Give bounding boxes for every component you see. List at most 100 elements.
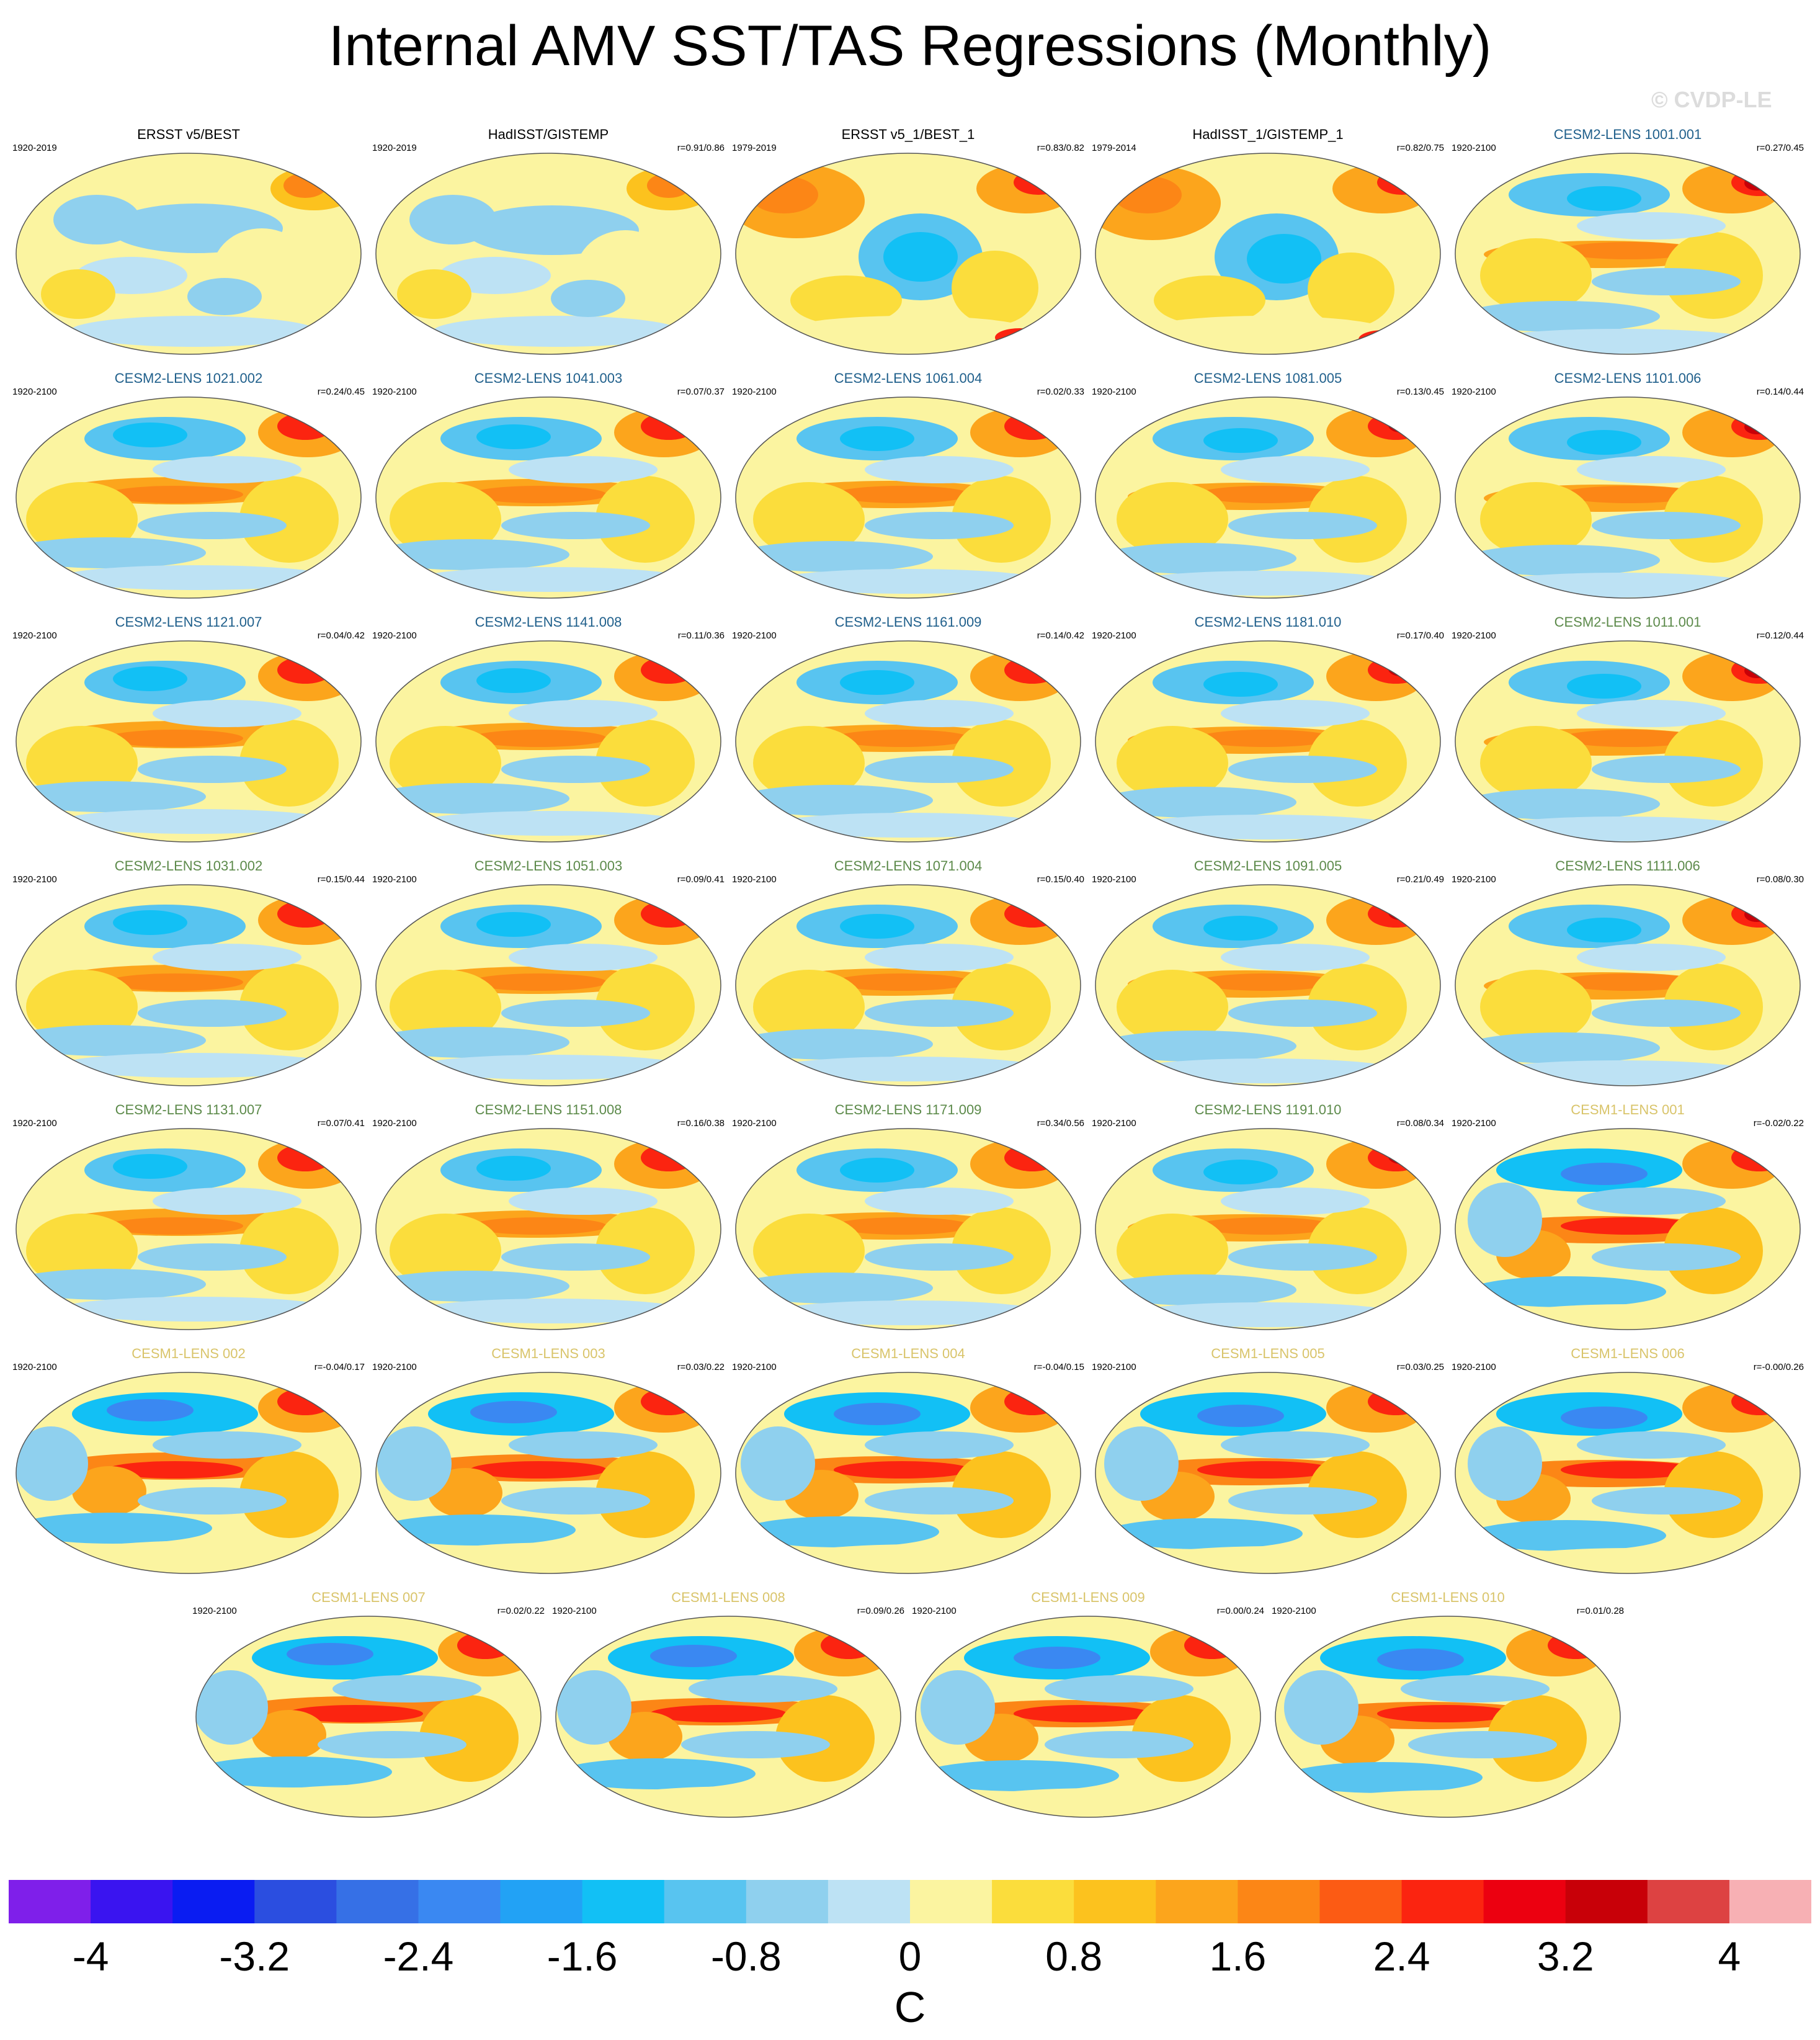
anomaly-blob	[1592, 756, 1741, 783]
anomaly-blob	[1484, 329, 1757, 354]
anomaly-blob	[1014, 1647, 1100, 1669]
map-panel: CESM2-LENS 1011.001 1920-2100 r=0.12/0.44	[1448, 612, 1808, 855]
panel-period: 1920-2100	[732, 387, 777, 397]
anomaly-blob	[1468, 1426, 1542, 1501]
map-border	[16, 640, 362, 843]
anomaly-blob	[287, 1705, 423, 1722]
regression-map	[195, 1616, 542, 1818]
map-border	[375, 884, 721, 1086]
panel-pattern-correlation: r=-0.02/0.22	[1753, 1118, 1804, 1129]
anomaly-blob	[416, 567, 689, 592]
regression-map	[1455, 1128, 1801, 1330]
anomaly-blob	[1221, 1188, 1370, 1215]
anomaly-blob	[921, 1760, 1119, 1791]
panel-period: 1920-2100	[372, 630, 417, 641]
anomaly-blob	[1377, 1649, 1464, 1671]
anomaly-blob	[138, 1000, 287, 1027]
anomaly-blob	[509, 700, 658, 727]
anomaly-blob	[1098, 1031, 1296, 1062]
panel-title: CESM1-LENS 004	[851, 1346, 965, 1361]
anomaly-blob	[921, 1670, 995, 1745]
anomaly-blob	[434, 1542, 695, 1567]
anomaly-blob	[1368, 1144, 1424, 1171]
anomaly-blob	[1731, 656, 1787, 684]
panel-period: 1920-2100	[12, 874, 57, 885]
panel-title: CESM1-LENS 007	[311, 1590, 426, 1605]
anomaly-blob	[772, 813, 1045, 838]
anomaly-blob	[416, 1055, 689, 1080]
panel-pattern-correlation: r=0.27/0.45	[1756, 143, 1804, 153]
map-panel: CESM1-LENS 007 1920-2100 r=0.02/0.22	[189, 1587, 548, 1830]
anomaly-blob	[1004, 1144, 1060, 1171]
anomaly-blob	[153, 700, 301, 727]
anomaly-blob	[470, 973, 607, 991]
map-panel: CESM2-LENS 1041.003 1920-2100 r=0.07/0.37	[368, 368, 728, 611]
panel-pattern-correlation: r=0.12/0.44	[1756, 630, 1804, 641]
anomaly-blob	[397, 269, 471, 319]
regression-map	[735, 884, 1081, 1086]
anomaly-blob	[1744, 663, 1769, 678]
regression-map	[375, 153, 721, 355]
map-panel: CESM2-LENS 1031.002 1920-2100 r=0.15/0.44	[9, 856, 368, 1099]
panel-period: 1920-2100	[12, 387, 57, 397]
anomaly-blob	[741, 1516, 939, 1547]
anomaly-blob	[69, 316, 318, 347]
anomaly-blob	[677, 170, 700, 185]
panel-title: CESM2-LENS 1011.001	[1554, 614, 1702, 630]
anomaly-blob	[16, 537, 206, 568]
panel-period: 1920-2100	[192, 1606, 237, 1616]
anomaly-blob	[1682, 1383, 1782, 1433]
map-border	[16, 396, 362, 599]
anomaly-blob	[1480, 238, 1592, 313]
anomaly-blob	[772, 1057, 1045, 1081]
panel-period: 1920-2019	[372, 143, 417, 153]
anomaly-blob	[509, 1431, 658, 1459]
regression-map	[735, 1128, 1081, 1330]
colorbar-segment	[1074, 1880, 1156, 1923]
anomaly-blob	[1032, 660, 1057, 674]
colorbar-tick-label: -3.2	[219, 1933, 290, 1979]
anomaly-blob	[1284, 1762, 1483, 1793]
anomaly-blob	[1197, 1217, 1334, 1235]
anomaly-blob	[753, 726, 865, 800]
regression-map	[16, 1128, 362, 1330]
map-border	[1455, 884, 1801, 1086]
anomaly-blob	[1388, 905, 1413, 920]
anomaly-blob	[376, 783, 569, 814]
anomaly-blob	[775, 1695, 875, 1782]
panel-period: 1920-2100	[372, 874, 417, 885]
anomaly-blob	[1004, 1388, 1060, 1415]
regression-map	[1455, 396, 1801, 599]
map-border	[1455, 1372, 1801, 1574]
panel-title: CESM2-LENS 1041.003	[474, 370, 623, 386]
map-panel: CESM2-LENS 1001.001 1920-2100 r=0.27/0.45	[1448, 124, 1808, 367]
anomaly-blob	[377, 1514, 576, 1546]
regression-map	[1095, 1128, 1441, 1330]
anomaly-blob	[883, 232, 958, 282]
watermark: © CVDP-LE	[1651, 87, 1772, 112]
colorbar-segment	[1565, 1880, 1648, 1923]
anomaly-blob	[60, 1053, 332, 1078]
anomaly-blob	[834, 973, 970, 991]
anomaly-blob	[865, 1000, 1014, 1027]
panel-pattern-correlation: r=0.15/0.44	[317, 874, 365, 885]
anomaly-blob	[1561, 1163, 1648, 1185]
colorbar-segment	[827, 1880, 911, 1923]
map-panel: CESM2-LENS 1061.004 1920-2100 r=0.02/0.33	[728, 368, 1088, 611]
colorbar-segment	[664, 1880, 747, 1923]
panel-title: CESM2-LENS 1021.002	[114, 370, 263, 386]
anomaly-blob	[138, 1243, 287, 1271]
colorbar-tick-label: 2.4	[1373, 1933, 1430, 1979]
anomaly-blob	[772, 569, 1045, 594]
anomaly-blob	[821, 1632, 877, 1659]
panel-period: 1920-2100	[1452, 387, 1496, 397]
anomaly-blob	[1154, 275, 1265, 325]
anomaly-blob	[470, 1461, 607, 1479]
map-border	[1095, 396, 1441, 599]
map-panel: CESM2-LENS 1141.008 1920-2100 r=0.11/0.36	[368, 612, 728, 855]
panel-pattern-correlation: r=0.91/0.86	[677, 143, 725, 153]
map-border	[735, 1128, 1081, 1330]
anomaly-blob	[1098, 787, 1296, 818]
panel-title: CESM1-LENS 008	[671, 1590, 785, 1605]
anomaly-blob	[501, 756, 650, 783]
